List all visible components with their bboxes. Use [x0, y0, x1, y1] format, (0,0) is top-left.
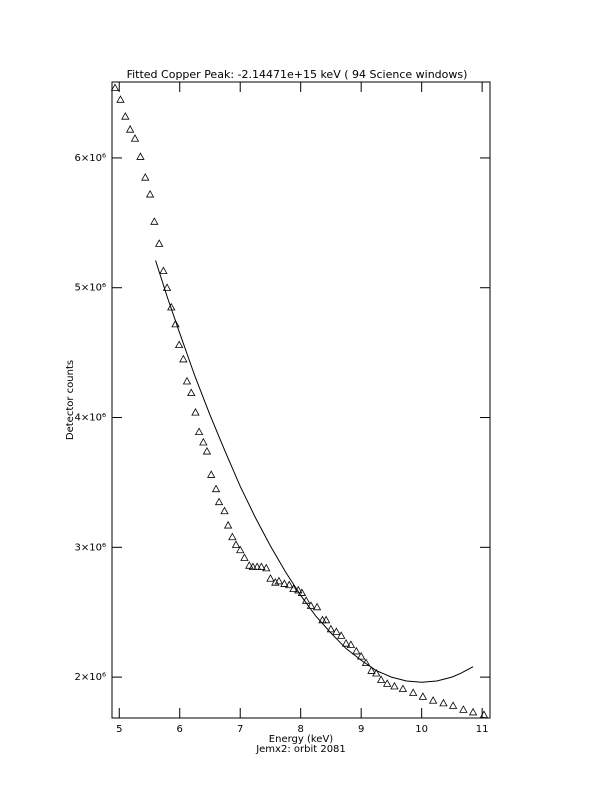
- data-point: [266, 574, 275, 582]
- y-tick-label: 4×10⁶: [75, 413, 106, 424]
- data-point: [318, 615, 327, 624]
- y-tick-label: 6×10⁶: [75, 153, 106, 164]
- data-point: [214, 497, 224, 506]
- data-point: [252, 562, 262, 570]
- data-point: [468, 707, 478, 716]
- x-tick-label: 5: [116, 724, 122, 735]
- data-point: [418, 692, 428, 700]
- y-axis-label: Detector counts: [65, 360, 76, 440]
- x-tick-label: 10: [415, 724, 428, 735]
- data-point: [191, 408, 200, 416]
- data-point: [116, 95, 125, 103]
- data-point: [207, 470, 216, 478]
- data-point: [448, 701, 458, 709]
- data-point: [409, 688, 418, 696]
- y-tick-label: 2×10⁶: [75, 672, 106, 683]
- data-point: [228, 532, 237, 541]
- data-point: [154, 239, 164, 247]
- data-point: [145, 189, 155, 198]
- data-point: [326, 624, 336, 633]
- data-point: [174, 340, 184, 349]
- data-point: [280, 579, 289, 587]
- y-tick-label: 3×10⁶: [75, 542, 106, 553]
- data-point: [199, 437, 208, 446]
- data-point: [236, 545, 245, 554]
- data-point: [439, 698, 448, 707]
- data-point: [136, 152, 145, 160]
- data-point: [372, 668, 381, 677]
- chart-title: Fitted Copper Peak: -2.14471e+15 keV ( 9…: [127, 68, 468, 81]
- data-point: [337, 631, 346, 639]
- data-point: [110, 83, 120, 92]
- data-point: [285, 580, 294, 589]
- data-point: [211, 484, 221, 493]
- data-point: [428, 696, 438, 704]
- data-point: [346, 640, 356, 648]
- data-point: [130, 134, 140, 142]
- fit-curve: [155, 260, 474, 683]
- data-point: [182, 376, 192, 385]
- data-point: [187, 388, 196, 397]
- plot-frame: [111, 81, 491, 719]
- subtitle: Jemx2: orbit 2081: [255, 744, 346, 755]
- x-axis-label: Energy (keV): [269, 734, 334, 745]
- data-point: [194, 427, 204, 436]
- data-point: [141, 173, 150, 181]
- data-point: [231, 540, 241, 548]
- data-point: [150, 217, 159, 225]
- data-point: [376, 675, 386, 683]
- data-point: [352, 646, 361, 655]
- data-point: [297, 588, 307, 596]
- data-point: [398, 684, 408, 692]
- data-point: [179, 354, 188, 363]
- data-point: [332, 627, 341, 635]
- data-point: [159, 266, 168, 275]
- data-point: [271, 578, 280, 586]
- data-point: [257, 562, 266, 570]
- x-tick-label: 9: [358, 724, 364, 735]
- data-point: [274, 576, 284, 585]
- data-point: [306, 601, 316, 609]
- data-point: [248, 562, 258, 570]
- data-point: [262, 563, 271, 572]
- data-point: [202, 446, 212, 455]
- data-point: [121, 112, 130, 120]
- x-tick-label: 6: [177, 724, 183, 735]
- x-tick-label: 8: [298, 724, 304, 735]
- data-point: [390, 681, 399, 690]
- data-point: [479, 710, 489, 718]
- x-tick-label: 7: [237, 724, 243, 735]
- data-point: [162, 283, 172, 291]
- data-point: [312, 602, 322, 611]
- data-point: [289, 584, 298, 593]
- data-point: [356, 652, 366, 660]
- data-point: [321, 615, 331, 624]
- data-point: [240, 553, 249, 561]
- data-point: [341, 639, 351, 647]
- data-point: [245, 561, 254, 569]
- data-point: [223, 520, 233, 529]
- data-point: [171, 319, 180, 328]
- y-tick-label: 5×10⁶: [75, 283, 106, 294]
- data-point: [220, 506, 229, 515]
- data-point: [367, 666, 376, 674]
- x-tick-label: 11: [476, 724, 489, 735]
- data-point: [383, 679, 392, 687]
- data-point: [459, 705, 468, 713]
- data-point: [125, 125, 135, 133]
